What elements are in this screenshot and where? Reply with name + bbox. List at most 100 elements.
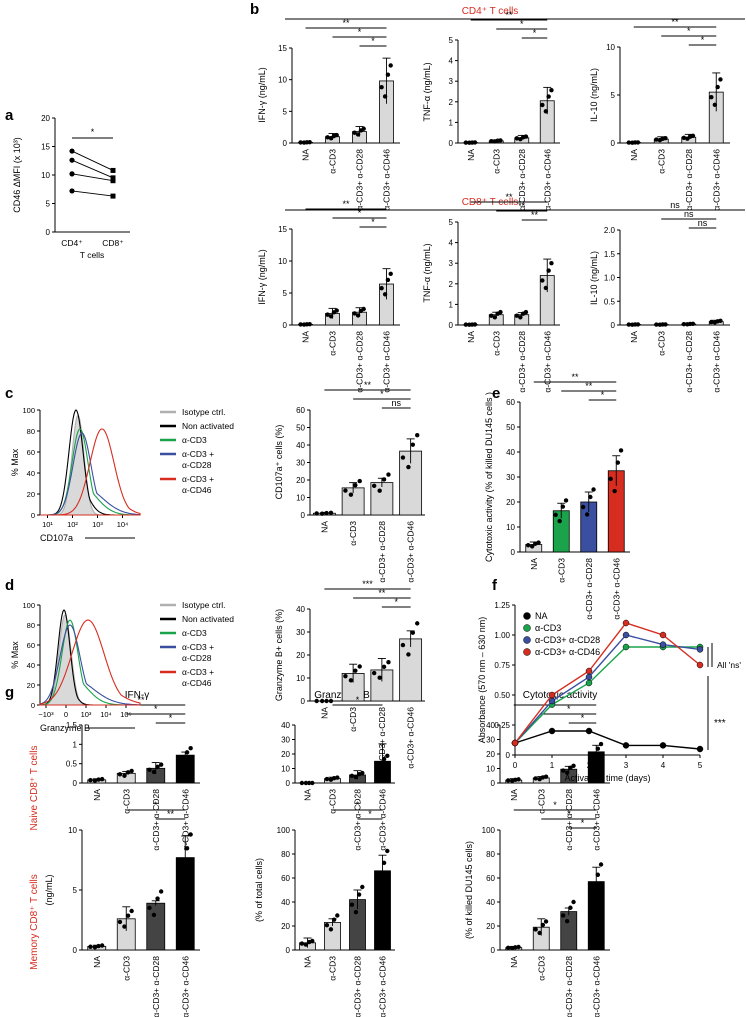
x-category-label: NA bbox=[509, 789, 519, 801]
x-category-label: NA bbox=[466, 149, 476, 161]
data-point bbox=[615, 460, 621, 465]
y-tick-label: 0.75 bbox=[494, 661, 510, 670]
data-point bbox=[377, 488, 382, 493]
pair-line bbox=[71, 150, 114, 171]
legend-marker bbox=[523, 612, 531, 620]
series-point bbox=[511, 739, 519, 747]
x-axis-label: T cells bbox=[80, 250, 104, 260]
x-category-label: NA bbox=[629, 331, 639, 343]
significance-label: * bbox=[553, 800, 557, 810]
y-tick-label: 40 bbox=[486, 898, 495, 907]
x-tick-label: 5 bbox=[698, 761, 703, 770]
data-point bbox=[324, 510, 329, 516]
x-category-label: α-CD3+ α-CD46 bbox=[378, 789, 388, 851]
significance-label: ** bbox=[378, 588, 386, 598]
data-point bbox=[328, 777, 334, 782]
y-tick-label: 20 bbox=[296, 651, 305, 660]
x-tick-label: 10² bbox=[67, 520, 78, 529]
y-tick-label: 60 bbox=[506, 398, 515, 407]
data-point bbox=[385, 277, 391, 283]
significance-label: * bbox=[687, 26, 691, 36]
x-category-label: NA bbox=[92, 956, 102, 968]
y-tick-label: 20 bbox=[486, 922, 495, 931]
data-point bbox=[505, 778, 511, 783]
significance-label: * bbox=[701, 35, 705, 45]
x-tick-label: 0 bbox=[513, 761, 518, 770]
data-point bbox=[626, 322, 632, 327]
legend-marker bbox=[523, 624, 531, 632]
pair-line bbox=[71, 190, 114, 197]
series-point bbox=[548, 691, 556, 699]
data-point bbox=[595, 872, 601, 877]
y-axis-label: IFN-γ (ng/mL) bbox=[257, 67, 267, 123]
x-category-label: α-CD3+ α-CD46 bbox=[542, 331, 552, 393]
y-axis-label: IL-10 (ng/mL) bbox=[589, 68, 599, 122]
data-point bbox=[125, 913, 131, 918]
y-tick-label: 3 bbox=[449, 259, 454, 268]
y-tick-label: 10 bbox=[296, 494, 305, 503]
chart-c_hist: 0 20 40 60 80 100 10¹ 10² 10³ 10⁴ CD107a % Max bbox=[10, 406, 141, 543]
y-tick-label: 0.5 bbox=[604, 297, 616, 306]
y-tick-label: 20 bbox=[506, 498, 515, 507]
data-point bbox=[348, 678, 354, 683]
y-tick-label: 100 bbox=[22, 601, 35, 610]
significance-label: * bbox=[533, 28, 537, 38]
data-point bbox=[630, 322, 635, 327]
significance-label: * bbox=[581, 713, 585, 723]
data-point bbox=[357, 664, 362, 669]
significance-label: * bbox=[356, 800, 360, 810]
data-point bbox=[406, 652, 411, 657]
data-point bbox=[125, 770, 131, 775]
data-point bbox=[546, 268, 551, 273]
data-point bbox=[88, 778, 93, 783]
x-category-label: NA bbox=[319, 707, 329, 719]
data-point bbox=[381, 756, 387, 762]
data-point bbox=[319, 698, 325, 704]
y-tick-label: 0 bbox=[31, 701, 35, 710]
data-point bbox=[379, 84, 384, 90]
significance-label: ** bbox=[531, 210, 539, 220]
data-point bbox=[591, 487, 596, 492]
annotation-label: All 'ns' bbox=[717, 660, 741, 670]
legend-label: Isotype ctrl. bbox=[182, 407, 225, 417]
data-point bbox=[529, 544, 535, 549]
panel-label-c: c bbox=[5, 385, 13, 402]
legend-f: NA α-CD3 α-CD3+ α-CD28 α-CD3+ α-CD46 bbox=[523, 611, 600, 657]
y-axis-label: Cytotoxic activity (% of killed DU145 ce… bbox=[484, 392, 494, 562]
x-category-label: α-CD3+ α-CD28 bbox=[353, 956, 363, 1017]
significance-label: ** bbox=[167, 809, 175, 819]
y-tick-label: 40 bbox=[296, 605, 305, 614]
data-point bbox=[568, 905, 573, 910]
series-line bbox=[514, 646, 700, 744]
significance-label: * bbox=[368, 809, 372, 819]
data-point bbox=[92, 945, 98, 950]
data-point bbox=[540, 102, 545, 108]
data-point bbox=[598, 741, 604, 747]
data-point bbox=[663, 136, 668, 141]
data-point bbox=[654, 322, 659, 327]
data-point bbox=[516, 944, 521, 950]
data-point bbox=[155, 764, 160, 770]
data-point bbox=[540, 922, 546, 928]
data-point bbox=[712, 102, 718, 108]
x-category-label: α-CD3 bbox=[328, 956, 338, 981]
significance-label: ns bbox=[698, 218, 708, 228]
data-point bbox=[568, 765, 573, 771]
data-point bbox=[69, 171, 75, 177]
x-tick-label: 4 bbox=[661, 761, 666, 770]
significance-label: * bbox=[380, 389, 384, 399]
data-point bbox=[549, 261, 554, 266]
x-tick-label: 0 bbox=[64, 710, 68, 719]
data-point bbox=[598, 862, 604, 867]
x-category-label: α-CD3+ α-CD46 bbox=[591, 789, 601, 851]
data-point bbox=[96, 777, 101, 782]
x-category-label: α-CD3+ α-CD28 bbox=[353, 789, 363, 851]
y-tick-label: 100 bbox=[277, 826, 291, 835]
data-point bbox=[523, 134, 529, 139]
y-axis-label: Granzyme B+ cells (%) bbox=[274, 609, 284, 701]
x-tick-label: 10⁴ bbox=[117, 520, 129, 529]
chart-g_mem_gzmb: 0 20 40 60 80 100 NA α-CD3 α-CD3+ α-CD28 α-CD3+ α… bbox=[254, 800, 395, 1017]
data-point bbox=[718, 318, 723, 324]
data-point bbox=[635, 322, 641, 327]
